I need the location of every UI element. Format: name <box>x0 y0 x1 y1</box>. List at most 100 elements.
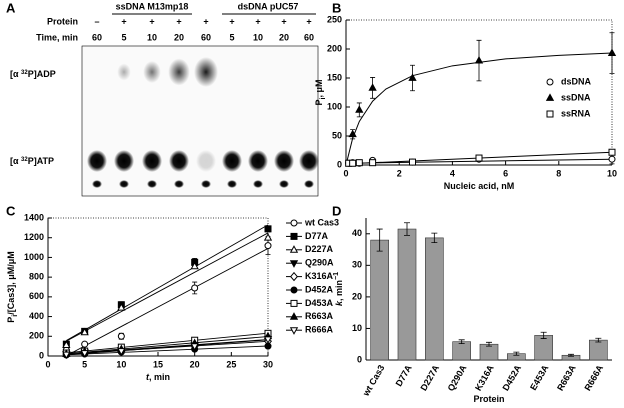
label-part: k <box>334 300 344 306</box>
bar <box>397 228 417 361</box>
time-label: 5 <box>229 32 234 42</box>
fit-line <box>66 332 269 354</box>
origin-spot <box>201 180 211 188</box>
origin-spot <box>279 180 289 188</box>
x-tick-label: 2 <box>397 168 402 178</box>
plot-frame <box>345 19 613 166</box>
y-tick-label: 100 <box>327 101 342 111</box>
origin-spot <box>304 180 314 188</box>
label-part: t <box>146 372 150 382</box>
atp-spot <box>169 150 189 172</box>
legend-marker <box>546 78 554 86</box>
x-tick-label: D452A <box>500 363 523 393</box>
y-tick-label: 10 <box>352 323 362 333</box>
legend-label: ssRNA <box>561 108 591 118</box>
x-tick-label: K316A <box>473 363 496 393</box>
atp-label: [α 32P]ATP <box>10 156 54 166</box>
data-point <box>369 159 377 167</box>
legend-label: dsDNA <box>561 76 592 86</box>
origin-spot <box>174 180 184 188</box>
legend-marker <box>290 232 298 240</box>
label-part: 32 <box>21 157 28 163</box>
data-point <box>355 105 364 113</box>
legend-label: K316A <box>305 271 334 281</box>
x-tick-label: 0 <box>343 168 348 178</box>
y-tick-label: 1400 <box>24 212 44 222</box>
fit-line <box>66 336 269 355</box>
origin-spot <box>147 180 157 188</box>
label-part: /[Cas3], μM/μM <box>6 251 16 315</box>
protein-sign: + <box>255 16 260 26</box>
bar <box>370 239 389 361</box>
data-point <box>348 129 357 138</box>
legend-label: R666A <box>305 325 334 335</box>
y-tick-label: 600 <box>29 291 44 301</box>
data-point <box>80 350 89 358</box>
legend-label: D77A <box>305 231 329 241</box>
label-part: i <box>12 315 19 317</box>
y-axis-label: k, min−1 <box>333 272 344 306</box>
error-bar <box>568 353 574 357</box>
data-point <box>81 340 89 348</box>
bar <box>534 335 553 361</box>
legend-label: D453A <box>305 298 334 308</box>
y-tick-label: 0 <box>337 159 342 169</box>
legend-marker <box>290 286 298 294</box>
legend-label: wt Cas3 <box>304 217 339 227</box>
row-label: Protein <box>47 16 78 26</box>
x-tick-label: D77A <box>394 363 414 388</box>
plot-frame <box>47 217 269 357</box>
data-point <box>117 303 126 311</box>
x-axis-label: Protein <box>473 394 504 404</box>
x-tick-label: wt Cas3 <box>360 363 386 398</box>
protein-sign: + <box>203 16 208 26</box>
protein-sign: + <box>306 16 311 26</box>
data-point <box>409 158 416 166</box>
time-label: 60 <box>92 32 102 42</box>
data-point <box>191 284 199 292</box>
error-bar <box>431 232 438 244</box>
x-tick-label: 15 <box>153 359 163 369</box>
label-part: Protein <box>473 394 504 404</box>
atp-spot <box>299 150 319 172</box>
atp-spot <box>196 150 216 172</box>
atp-spot <box>114 150 134 172</box>
time-label: 60 <box>304 32 314 42</box>
time-label: 5 <box>121 32 126 42</box>
label-part: 32 <box>21 70 28 76</box>
legend-label: D452A <box>305 284 334 294</box>
bar <box>452 341 471 361</box>
data-point <box>264 342 272 350</box>
legend-marker <box>546 110 554 118</box>
fit-line <box>66 224 269 341</box>
fit-line <box>66 345 269 356</box>
label-part: P]ADP <box>28 69 56 79</box>
origin-spot <box>92 180 102 188</box>
adp-spot <box>143 61 161 83</box>
y-tick-label: 20 <box>352 291 362 301</box>
data-point <box>349 159 357 167</box>
error-bar <box>458 339 465 344</box>
label-part: Nucleic acid, nM <box>444 181 515 191</box>
error-bar <box>513 351 520 356</box>
protein-sign: + <box>149 16 154 26</box>
x-tick-label: Q290A <box>446 363 469 393</box>
legend-marker <box>290 219 298 227</box>
y-axis-label: Pi/[Cas3], μM/μM <box>6 251 19 323</box>
atp-spot <box>87 150 107 172</box>
y-tick-label: 200 <box>29 331 44 341</box>
bar <box>589 339 608 361</box>
legend-marker <box>289 260 299 268</box>
y-tick-label: 0 <box>39 350 44 360</box>
label-part: P <box>6 317 16 323</box>
group-label: ssDNA M13mp18 <box>116 1 189 11</box>
data-point <box>62 340 71 349</box>
protein-sign: + <box>121 16 126 26</box>
x-tick-label: 30 <box>263 359 273 369</box>
error-bar <box>540 331 547 339</box>
fit-line <box>66 339 269 356</box>
legend-label: ssDNA <box>561 92 591 102</box>
x-tick-label: 4 <box>450 168 455 178</box>
label-part: P]ATP <box>28 156 54 166</box>
